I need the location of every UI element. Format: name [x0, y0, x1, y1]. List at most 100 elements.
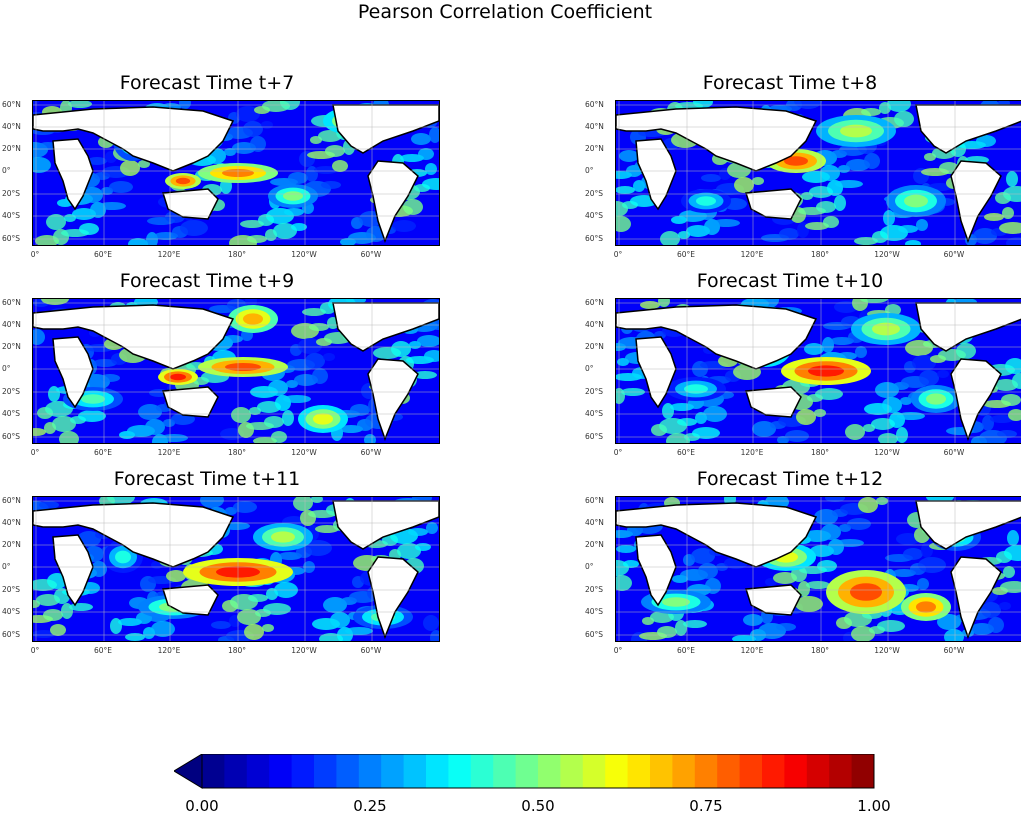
correlation-map — [615, 100, 1021, 246]
lat-tick-label: 40°N — [585, 320, 604, 329]
land-mass — [915, 302, 1021, 352]
colorbar-segment — [202, 754, 225, 788]
lon-tick-label: 60°W — [360, 646, 382, 655]
colorbar-segment — [336, 754, 360, 788]
lon-tick-label: 60°E — [93, 448, 113, 457]
colorbar-segment — [538, 754, 561, 788]
panel-title: Forecast Time t+9 — [119, 270, 295, 292]
lat-tick-label: 20°N — [2, 342, 21, 351]
lon-tick-label: 60°E — [93, 646, 113, 655]
land-mass — [162, 188, 219, 220]
lon-tick-label: 120°E — [740, 646, 764, 655]
lat-tick-label: 20°S — [2, 585, 21, 594]
lat-tick-label: 20°S — [585, 387, 604, 396]
lon-tick-label: 180° — [810, 448, 830, 457]
colorbar-segment — [381, 754, 405, 788]
lon-tick-label: 120°W — [291, 646, 317, 655]
colorbar-segment — [762, 754, 785, 788]
land-mass — [635, 534, 677, 607]
panel-title: Forecast Time t+7 — [119, 72, 295, 94]
colorbar-segment — [560, 754, 584, 788]
colorbar-segment — [627, 754, 651, 788]
lat-tick-label: 40°S — [585, 409, 604, 418]
land-mass — [162, 386, 219, 418]
land-mass — [332, 500, 439, 550]
colorbar-segment — [582, 754, 606, 788]
panel-title: Forecast Time t+11 — [113, 468, 301, 490]
colorbar-segment — [358, 754, 382, 788]
lat-tick-label: 40°S — [2, 607, 21, 616]
lat-tick-label: 0° — [2, 562, 11, 571]
lon-tick-label: 120°W — [874, 646, 900, 655]
colorbar-segment — [672, 754, 696, 788]
colorbar-segment — [314, 754, 337, 788]
land-mass — [616, 106, 818, 172]
lat-tick-label: 20°N — [2, 540, 21, 549]
lat-tick-label: 20°N — [585, 144, 604, 153]
land-mass — [745, 584, 802, 616]
lon-tick-label: 0° — [30, 250, 40, 259]
figure-title: Pearson Correlation Coefficient — [357, 1, 653, 23]
lat-tick-label: 60°S — [2, 630, 21, 639]
lat-tick-label: 40°N — [585, 518, 604, 527]
lat-tick-label: 60°N — [585, 100, 604, 109]
lat-tick-label: 0° — [585, 562, 594, 571]
map-panel: Forecast Time t+7 60°N 40°N 20°N 0° 20°S 40°S 6… — [2, 72, 442, 262]
lon-tick-label: 60°E — [676, 646, 696, 655]
colorbar-outline — [201, 754, 875, 789]
colorbar-segment — [426, 754, 449, 788]
land-mass — [367, 556, 419, 640]
lat-tick-label: 40°N — [2, 320, 21, 329]
colorbar-segment — [605, 754, 629, 788]
colorbar-segment — [829, 754, 853, 788]
land-mass — [162, 584, 219, 616]
panel-title: Forecast Time t+8 — [702, 72, 878, 94]
lon-tick-label: 60°W — [943, 646, 965, 655]
lat-tick-label: 20°S — [2, 387, 21, 396]
lon-tick-label: 180° — [227, 646, 247, 655]
colorbar-segment — [403, 754, 427, 788]
land-mass — [745, 386, 802, 418]
lon-tick-label: 120°W — [291, 448, 317, 457]
land-mass — [950, 160, 1002, 244]
lon-tick-label: 60°E — [93, 250, 113, 259]
land-mass — [745, 188, 802, 220]
lon-tick-label: 120°W — [874, 448, 900, 457]
lat-tick-label: 0° — [585, 364, 594, 373]
lat-tick-label: 0° — [585, 166, 594, 175]
lat-tick-label: 40°S — [585, 607, 604, 616]
colorbar-tick-label: 0.75 — [689, 797, 723, 815]
land-mass — [635, 138, 677, 211]
colorbar-segment — [851, 754, 875, 788]
lat-tick-label: 20°N — [585, 540, 604, 549]
land-mass — [915, 104, 1021, 154]
lat-tick-label: 40°S — [2, 211, 21, 220]
land-mass — [367, 358, 419, 442]
lon-tick-label: 180° — [810, 646, 830, 655]
lat-tick-label: 60°N — [2, 496, 21, 505]
lat-tick-label: 20°S — [585, 189, 604, 198]
lat-tick-label: 40°S — [2, 409, 21, 418]
colorbar-tick-label: 0.50 — [521, 797, 555, 815]
colorbar-segment — [269, 754, 293, 788]
land-mass — [915, 500, 1021, 550]
colorbar — [174, 754, 875, 789]
lat-tick-label: 0° — [2, 364, 11, 373]
land-mass — [332, 104, 439, 154]
lat-tick-label: 40°S — [585, 211, 604, 220]
lat-tick-label: 20°N — [2, 144, 21, 153]
lon-tick-label: 180° — [227, 250, 247, 259]
lat-tick-label: 40°N — [2, 518, 21, 527]
lon-tick-label: 60°W — [943, 448, 965, 457]
lat-tick-label: 60°S — [585, 234, 604, 243]
map-panel: Forecast Time t+12 60°N 40°N 20°N 0° 20°S 40°S… — [585, 468, 1021, 658]
lon-tick-label: 60°W — [360, 250, 382, 259]
land-mass — [332, 302, 439, 352]
colorbar-segment — [739, 754, 763, 788]
lat-tick-label: 60°N — [2, 298, 21, 307]
colorbar-segment — [246, 754, 270, 788]
lon-tick-label: 0° — [30, 646, 40, 655]
correlation-map — [615, 496, 1021, 642]
colorbar-segment — [470, 754, 494, 788]
colorbar-segment — [806, 754, 830, 788]
